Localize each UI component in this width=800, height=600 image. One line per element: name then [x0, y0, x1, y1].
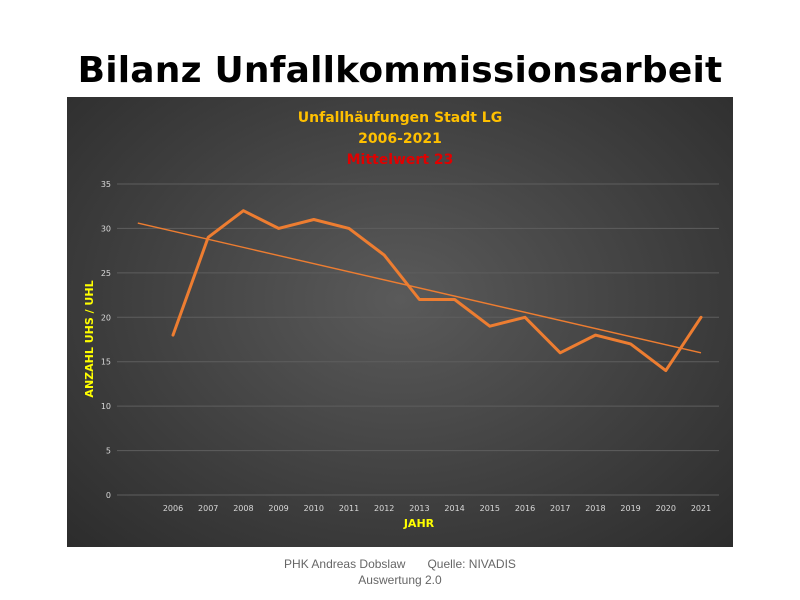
line-chart: 0 5 10 15 20 25 30 35 2006 2007 2008 2009 2010 2011 2… — [83, 110, 719, 530]
y-tick-label: 0 — [106, 491, 111, 500]
x-tick-label: 2014 — [444, 504, 464, 513]
chart-panel: 0 5 10 15 20 25 30 35 2006 2007 2008 2009 2010 2011 2… — [67, 97, 733, 547]
x-tick-label: 2012 — [374, 504, 394, 513]
footer-author: PHK Andreas Dobslaw — [284, 557, 406, 571]
x-tick-label: 2018 — [585, 504, 605, 513]
mean-annotation: Mittelwert 23 — [347, 152, 454, 168]
x-tick-label: 2008 — [233, 504, 253, 513]
x-axis-label: JAHR — [403, 517, 435, 530]
slide-title: Bilanz Unfallkommissionsarbeit — [77, 50, 723, 91]
x-tick-label: 2011 — [339, 504, 359, 513]
x-tick-label: 2017 — [550, 504, 570, 513]
x-tick-label: 2019 — [620, 504, 640, 513]
y-tick-label: 15 — [101, 358, 111, 367]
x-tick-label: 2010 — [304, 504, 324, 513]
chart-title: Unfallhäufungen Stadt LG — [298, 110, 502, 126]
x-tick-label: 2020 — [656, 504, 676, 513]
x-tick-label: 2021 — [691, 504, 711, 513]
y-axis-label: ANZAHL UHS / UHL — [83, 280, 96, 397]
y-tick-label: 25 — [101, 269, 111, 278]
y-tick-label: 20 — [101, 313, 111, 322]
x-tick-label: 2015 — [480, 504, 500, 513]
x-tick-label: 2007 — [198, 504, 218, 513]
x-tick-label: 2013 — [409, 504, 429, 513]
y-tick-label: 30 — [101, 224, 111, 233]
footer-line-1: PHK Andreas Dobslaw Quelle: NIVADIS — [0, 557, 800, 571]
footer-version: Auswertung 2.0 — [358, 573, 442, 587]
y-tick-label: 10 — [101, 402, 111, 411]
y-tick-label: 35 — [101, 180, 111, 189]
y-tick-label: 5 — [106, 447, 111, 456]
footer-source: Quelle: NIVADIS — [427, 557, 516, 571]
x-tick-label: 2009 — [268, 504, 288, 513]
chart-subtitle: 2006-2021 — [358, 131, 442, 147]
x-tick-label: 2016 — [515, 504, 535, 513]
series-line — [171, 209, 703, 373]
x-tick-label: 2006 — [163, 504, 183, 513]
trendline — [137, 222, 702, 354]
